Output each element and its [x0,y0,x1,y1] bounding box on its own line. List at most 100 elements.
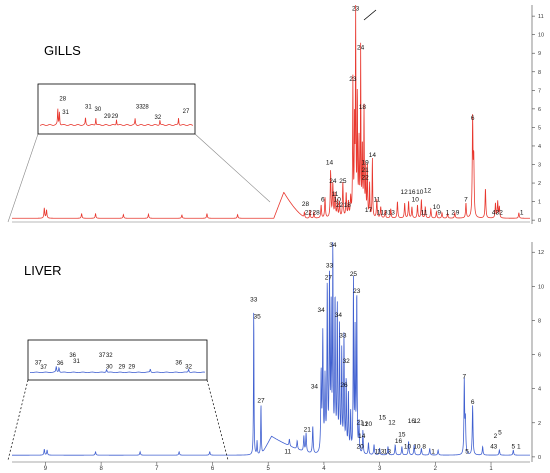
liver-peak-label: 1 [517,443,521,450]
liver-title: LIVER [24,263,62,278]
gills-zoom-line-right [194,133,271,203]
gills-peak-label: 23 [352,6,360,13]
liver-ytick-label: 2 [538,421,541,427]
gills-ytick-label: 7 [538,88,541,94]
gills-peak-label: 1 [377,210,381,217]
liver-inset-label: 37 [40,365,47,371]
liver-peak-label: 35 [253,314,261,321]
liver-zoom-line-left [7,379,29,461]
gills-peak-label: 11 [373,197,380,204]
gills-ytick-label: 2 [538,181,541,187]
liver-ytick-label: 12 [538,250,544,256]
liver-peak-label: 33 [326,263,334,270]
liver-x-ticks: 9 8 7 6 5 4 3 2 1 [44,462,493,472]
liver-xtick-label: 4 [322,466,326,472]
liver-peak-label: 13 [377,448,385,455]
gills-peak-label: 14 [326,160,334,167]
gills-title: GILLS [44,43,81,58]
liver-inset-label: 32 [106,353,113,359]
gills-ytick-label: 3 [538,163,541,169]
gills-inset-label: 29 [112,114,119,120]
liver-peak-label: 27 [325,275,333,282]
gills-peak-label: 9 [437,210,441,217]
liver-xtick-label: 5 [267,466,271,472]
liver-peak-label: 5 [498,430,502,437]
gills-peak-label: 2 [499,210,503,217]
liver-peak-label: 21 [357,419,365,426]
liver-inset-label: 31 [73,359,80,365]
liver-peak-label: 25 [350,271,358,278]
gills-peak-label: 11 [332,191,339,198]
gills-peak-label: 11 [421,210,428,217]
liver-peak-label: 3 [494,443,498,450]
liver-peak-label: 8 [422,443,426,450]
liver-ytick-label: 0 [538,455,541,461]
liver-peak-label: 34 [335,312,343,319]
gills-peak-label: 28 [312,210,320,217]
liver-spectrum [12,241,530,456]
gills-peak-label: 17 [365,207,373,214]
gills-peak-label: 13 [380,210,388,217]
gills-ytick-label: 1 [538,200,541,206]
liver-xtick-label: 2 [434,466,438,472]
liver-peak-label: 5 [511,443,515,450]
gills-inset-label: 28 [59,96,66,102]
gills-inset-spectrum [39,108,194,126]
liver-peak-label: 10 [413,443,421,450]
liver-peak-label: 12 [388,419,396,426]
liver-peak-label: 34 [318,307,326,314]
gills-peak-label: 24 [329,178,337,185]
gills-peak-label: 2 [451,210,455,217]
gills-peak-label: 1 [520,210,524,217]
gills-peak-label: 7 [464,197,468,204]
gills-peak-label: 21 [362,167,370,174]
liver-zoom-line-right [206,379,229,461]
liver-peak-label: 14 [358,433,366,440]
gills-peak-label: 24 [357,45,365,52]
liver-peak-label: 34 [329,242,337,249]
liver-inset-label: 36 [69,353,76,359]
gills-zoom-line-left [7,133,39,223]
liver-ytick-label: 8 [538,318,541,324]
liver-inset-label: 30 [106,365,113,371]
liver-inset-label: 37 [99,353,106,359]
liver-peak-label: 34 [311,384,319,391]
liver-peak-label: 23 [353,288,361,295]
gills-inset-label: 33 [136,104,143,110]
liver-xtick-label: 6 [211,466,215,472]
liver-xtick-label: 9 [44,466,48,472]
gills-peak-label: 43 [492,210,500,217]
gills-ytick-label: 10 [538,33,544,39]
gills-peak-label: 28 [302,201,310,208]
liver-inset-label: 32 [185,365,192,371]
liver-ytick-label: 4 [538,387,541,393]
liver-peak-label: 15 [398,431,406,438]
liver-peak-label: 1 [431,448,435,455]
gills-inset-label: 27 [183,109,190,115]
liver-peak-label: 20 [357,443,365,450]
liver-peak-label: 12 [413,418,421,425]
liver-inset-label: 37 [35,361,42,367]
gills-spectrum [12,4,530,219]
gills-ytick-label: 6 [538,107,541,113]
gills-peak-label: 10 [416,189,424,196]
gills-peak-label: 16 [408,189,416,196]
gills-ytick-label: 4 [538,144,541,150]
gills-inset-label: 31 [85,104,92,110]
gills-peak-label: 13 [388,210,396,217]
liver-peak-label: 32 [343,358,351,365]
gills-peak-label: 12 [424,187,432,194]
liver-ytick-label: 10 [538,284,544,290]
gills-peak-label: 23 [349,76,357,83]
liver-peak-label: 2 [494,433,498,440]
liver-xtick-label: 3 [378,466,382,472]
liver-peak-label: 26 [340,382,348,389]
liver-xtick-label: 1 [489,466,493,472]
liver-inset-label: 29 [119,365,126,371]
liver-peak-label: 16 [395,438,403,445]
liver-peak-label: 1 [374,448,378,455]
